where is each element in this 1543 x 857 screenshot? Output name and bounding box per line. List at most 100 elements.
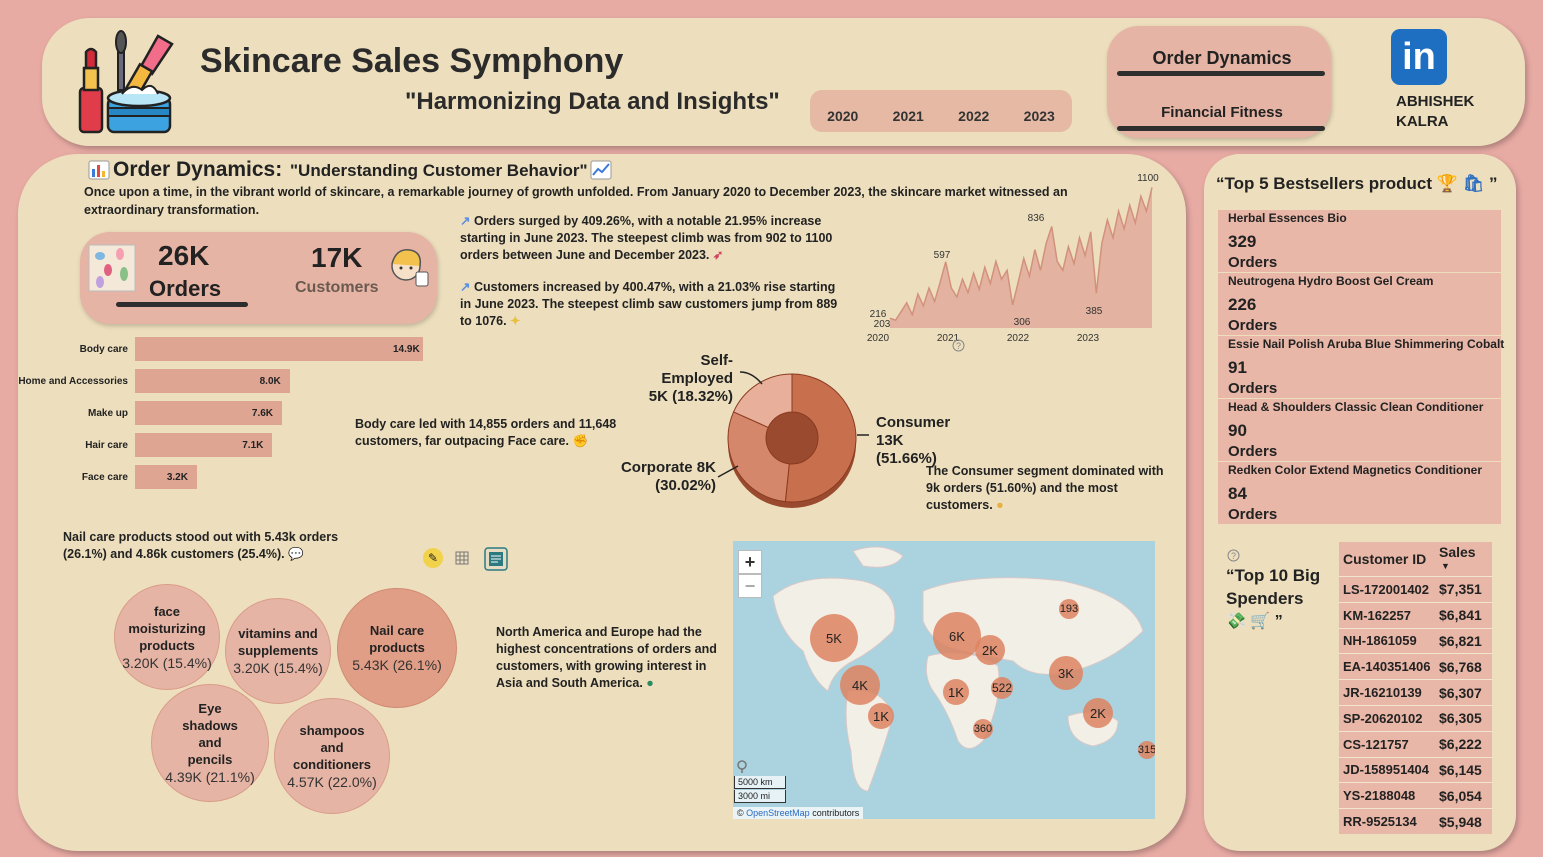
sales-cell: $6,768 <box>1439 658 1482 675</box>
customer-id-cell: YS-2188048 <box>1343 788 1416 804</box>
bar-data-label: 14.9K <box>393 344 420 355</box>
consumer-note-text: The Consumer segment dominated with 9k o… <box>926 464 1164 512</box>
customer-id-cell: EA-140351406 <box>1343 659 1431 675</box>
financial-fitness-nav-button[interactable]: Financial Fitness <box>1161 104 1283 121</box>
narrative-icon[interactable] <box>484 547 508 571</box>
year-2021-button[interactable]: 2021 <box>892 108 924 124</box>
bestseller-item[interactable]: Neutrogena Hydro Boost Gel Cream 226 Ord… <box>1218 273 1501 335</box>
map-attribution: © OpenStreetMap contributors <box>733 807 864 819</box>
map-zoom-out-button[interactable]: − <box>738 574 762 598</box>
bubble-nail-care[interactable]: Nail care products 5.43K (26.1%) <box>337 588 457 708</box>
map-cluster[interactable]: 193 <box>1059 599 1079 619</box>
bubble-value: 4.57K (22.0%) <box>287 773 377 790</box>
bestseller-orders: 329 <box>1228 232 1257 251</box>
linkedin-icon[interactable]: in <box>1391 29 1447 85</box>
bar-mark[interactable] <box>135 337 423 361</box>
bar-mark[interactable] <box>135 401 282 425</box>
area-data-label: 216 <box>870 309 887 320</box>
corporate-percent: (30.02%) <box>655 477 716 494</box>
globe-icon: ● <box>642 676 654 690</box>
map-cluster[interactable]: 1K <box>868 703 894 729</box>
map-cluster[interactable]: 360 <box>973 719 993 739</box>
money-icon: 💸 <box>1226 613 1246 630</box>
bestseller-item[interactable]: Essie Nail Polish Aruba Blue Shimmering … <box>1218 336 1504 398</box>
x-tick-label: 2020 <box>867 333 890 344</box>
sales-cell: $7,351 <box>1439 581 1482 598</box>
bestseller-name: Redken Color Extend Magnetics Conditione… <box>1228 463 1483 477</box>
bestseller-item[interactable]: Redken Color Extend Magnetics Conditione… <box>1218 462 1501 524</box>
map-cluster[interactable]: 1K <box>943 679 969 705</box>
customers-increase-text: Customers increased by 400.47%, with a 2… <box>460 280 838 328</box>
trend-up-icon: ↗ <box>460 214 474 228</box>
map-cluster[interactable]: 5K <box>810 614 858 662</box>
rocket-icon: ➶ <box>709 248 724 262</box>
area-series-line <box>889 187 1153 322</box>
map-cluster[interactable]: 3K <box>1049 656 1083 690</box>
customers-increase-note: ↗ Customers increased by 400.47%, with a… <box>460 279 840 330</box>
donut-slice-corporate[interactable] <box>727 411 790 503</box>
self-employed-leader-line <box>739 371 763 385</box>
osm-link[interactable]: OpenStreetMap <box>746 808 810 818</box>
table-row: NH-1861059 $6,821 <box>1339 627 1492 654</box>
area-series[interactable] <box>890 187 1152 328</box>
customer-id-header[interactable]: Customer ID <box>1343 551 1427 567</box>
help-icon[interactable]: ? <box>1227 549 1240 562</box>
map-zoom-in-button[interactable]: + <box>738 550 762 574</box>
bubble-name: face moisturizing products <box>128 603 206 653</box>
customer-id-cell: RR-9525134 <box>1343 814 1417 830</box>
pencil-icon[interactable]: ✎ <box>423 548 443 568</box>
bar-mark[interactable] <box>135 465 197 489</box>
customer-id-cell: SP-20620102 <box>1343 710 1423 726</box>
table-grid-icon[interactable] <box>455 551 469 565</box>
bubble-face-moisturizing[interactable]: face moisturizing products 3.20K (15.4%) <box>114 584 220 690</box>
sparkle-icon: ✦ <box>506 314 521 328</box>
order-dynamics-underline <box>1117 71 1325 76</box>
sales-cell: $6,307 <box>1439 684 1482 701</box>
sales-cell: $6,054 <box>1439 787 1482 804</box>
bubble-value: 3.20K (15.4%) <box>233 660 323 676</box>
bestseller-item[interactable]: Herbal Essences Bio 329 Orders <box>1218 210 1501 272</box>
bar-category-label: Body care <box>79 344 128 355</box>
regions-text: North America and Europe had the highest… <box>496 625 717 690</box>
donut-slice-self-employed[interactable] <box>732 373 793 429</box>
consumer-percent: (51.66%) <box>876 450 937 467</box>
bestseller-name: Neutrogena Hydro Boost Gel Cream <box>1228 274 1434 288</box>
map-cluster[interactable]: 2K <box>1083 698 1113 728</box>
x-tick-label: 2022 <box>1007 333 1030 344</box>
bar-mark[interactable] <box>135 433 273 457</box>
bar-data-label: 7.6K <box>251 408 274 419</box>
table-row: EA-140351406 $6,768 <box>1339 653 1492 680</box>
area-data-label: 385 <box>1086 306 1103 317</box>
bestseller-item[interactable]: Head & Shoulders Classic Clean Condition… <box>1218 399 1501 461</box>
customer-id-cell: JR-16210139 <box>1343 685 1422 701</box>
order-dynamics-nav-button[interactable]: Order Dynamics <box>1152 48 1292 68</box>
trophy-icon: 🏆 <box>1436 174 1458 193</box>
bar-data-label: 8.0K <box>259 376 281 387</box>
table-row: JR-16210139 $6,307 <box>1339 679 1492 705</box>
table-row: RR-9525134 $5,948 <box>1339 808 1492 834</box>
bubble-vitamins[interactable]: vitamins and supplements 3.20K (15.4%) <box>225 598 331 704</box>
map-cluster[interactable]: 4K <box>840 665 880 705</box>
bubble-shampoos[interactable]: shampoos and conditioners 4.57K (22.0%) <box>274 698 390 814</box>
map-cluster[interactable]: 2K <box>975 635 1005 665</box>
area-data-label: 203 <box>874 319 891 330</box>
year-2023-button[interactable]: 2023 <box>1023 108 1055 124</box>
orders-surge-text: Orders surged by 409.26%, with a notable… <box>460 214 833 262</box>
year-2022-button[interactable]: 2022 <box>958 108 990 124</box>
bestseller-orders: 90 <box>1228 421 1247 440</box>
map-cluster[interactable]: 315 <box>1138 741 1155 759</box>
world-map[interactable]: 5K 6K 2K 193 4K 1K 1K 522 3K 2K 360 315 … <box>733 541 1155 819</box>
bar-mark[interactable] <box>135 369 290 393</box>
customer-id-cell: NH-1861059 <box>1343 633 1417 649</box>
sales-header[interactable]: Sales ▼ <box>1437 542 1492 576</box>
cosmetics-logo-icon <box>78 30 174 134</box>
customer-id-cell: CS-121757 <box>1343 736 1409 752</box>
help-icon[interactable]: ? <box>952 339 965 352</box>
map-cluster[interactable]: 522 <box>991 677 1013 699</box>
donut-slice-consumer[interactable] <box>784 373 857 503</box>
bubble-eye-shadows[interactable]: Eye shadows and pencils 4.39K (21.1%) <box>151 684 269 802</box>
segment-donut-chart <box>727 373 857 508</box>
year-2020-button[interactable]: 2020 <box>827 108 859 124</box>
bestsellers-title-text: “Top 5 Bestsellers product <box>1216 174 1433 193</box>
map-cluster[interactable]: 6K <box>933 612 981 660</box>
